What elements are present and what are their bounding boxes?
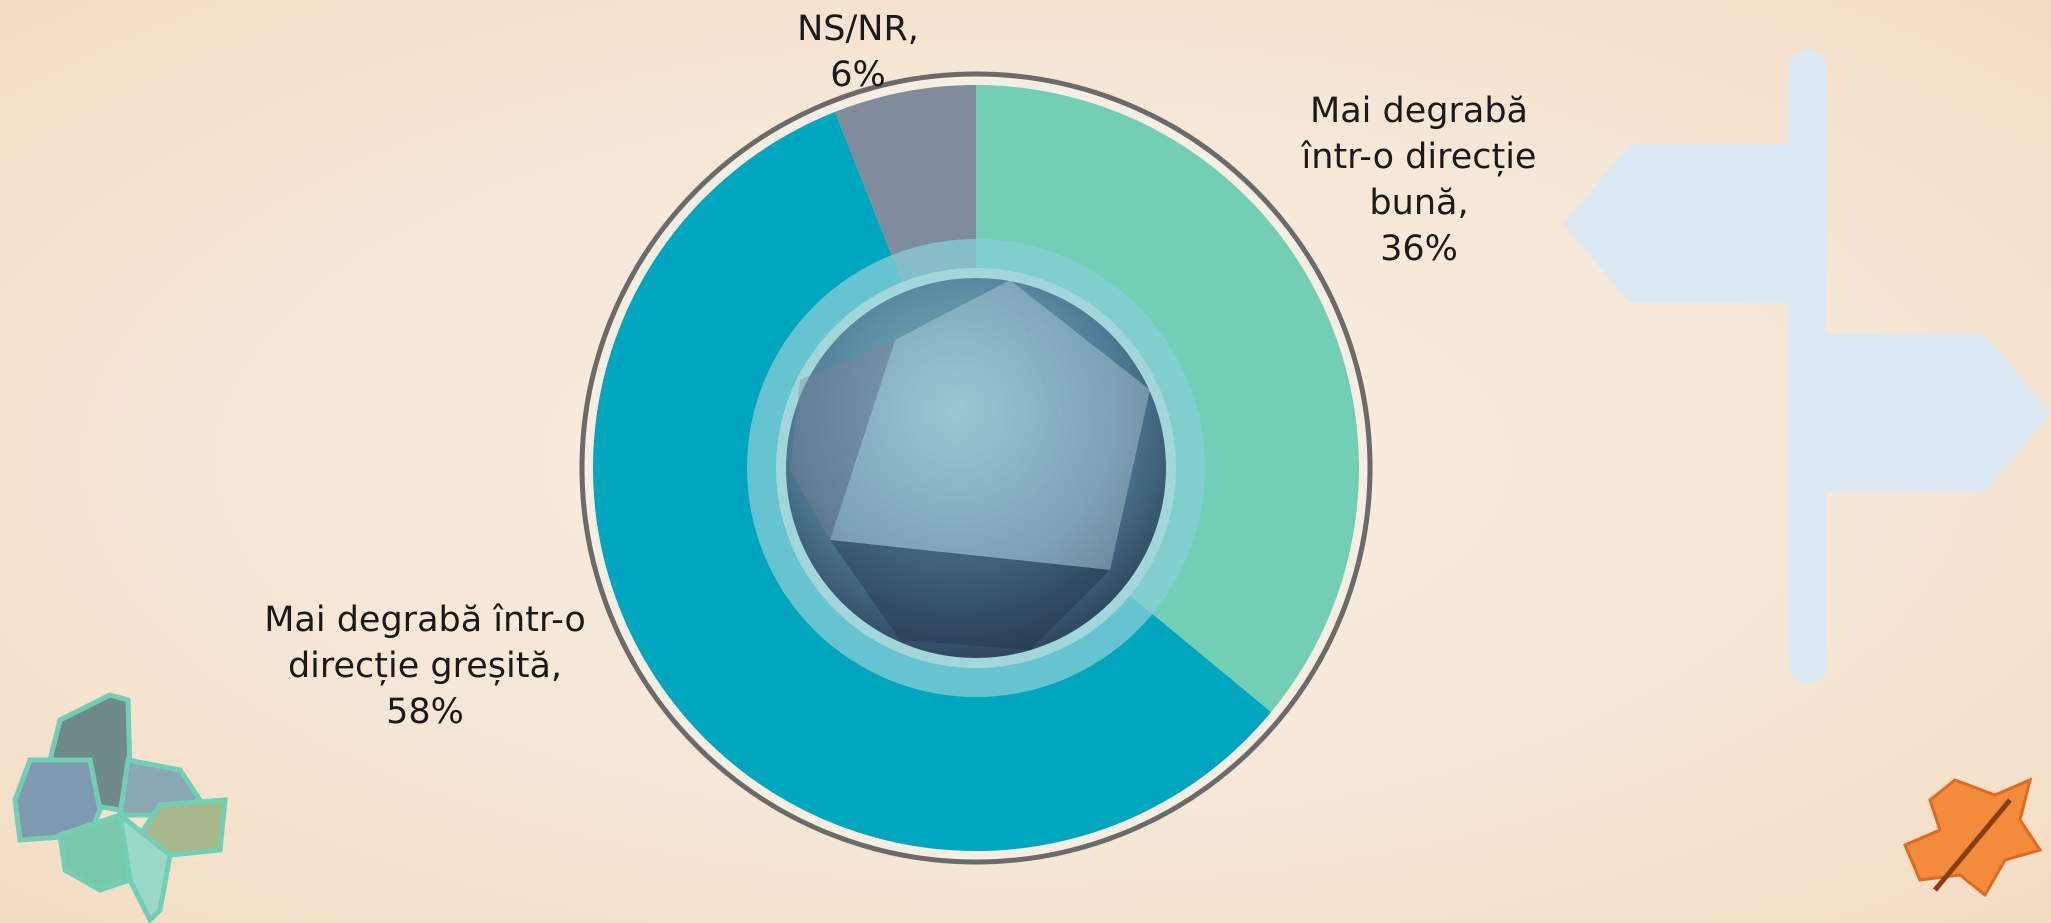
value-label: 58% <box>386 692 464 732</box>
category-label: Mai degrabă într-o direcție bună, <box>1301 91 1537 223</box>
label-wrong: Mai degrabă într-o direcție greșită, 58% <box>255 597 595 735</box>
leaf-icon <box>1903 777 2043 898</box>
label-nsnr: NS/NR, 6% <box>758 6 958 98</box>
slice <box>593 111 1272 852</box>
glass-sphere <box>786 278 1166 658</box>
facets <box>790 280 1150 650</box>
slice <box>835 85 976 283</box>
label-good: Mai degrabă într-o direcție bună, 36% <box>1289 88 1549 272</box>
map-icon <box>12 692 228 923</box>
signpost <box>1563 50 2051 683</box>
value-label: 6% <box>830 55 886 95</box>
category-label: Mai degrabă într-o direcție greșită, <box>264 600 586 686</box>
category-label: NS/NR, <box>797 9 919 49</box>
value-label: 36% <box>1380 229 1458 269</box>
